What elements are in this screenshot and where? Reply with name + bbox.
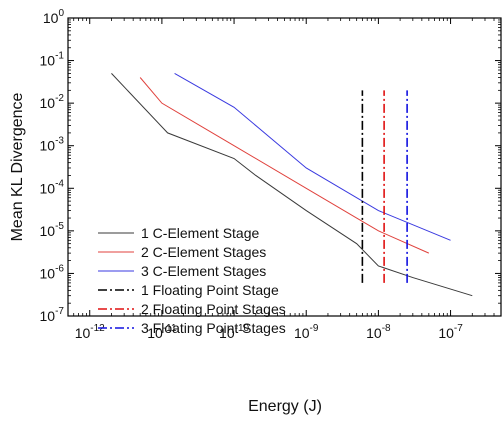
x-tick-exponent: -12 [90,323,105,334]
x-tick-exponent: -7 [454,323,463,334]
legend-label-6: 3 Floating Point Stages [141,320,286,336]
x-tick-exponent: -8 [382,323,391,334]
x-tick-exponent: -9 [310,323,319,334]
legend-label-4: 1 Floating Point Stage [141,282,279,298]
y-tick-base: 10 [40,95,56,111]
y-tick-base: 10 [40,308,56,324]
y-tick-base: 10 [40,180,56,196]
x-tick-base: 10 [219,325,235,341]
y-tick-base: 10 [40,265,56,281]
legend-label-5: 2 Floating Point Stages [141,301,286,317]
y-tick-exponent: -5 [55,221,64,232]
x-tick-base: 10 [438,325,454,341]
x-tick-label: 10-9 [294,323,319,341]
x-tick-exponent: -11 [163,323,177,334]
y-tick-label: 10-7 [40,306,65,324]
y-tick-exponent: -3 [55,136,64,147]
legend: 1 C-Element Stage 2 C-Element Stages 3 C-E… [98,225,286,336]
y-tick-label: 10-5 [40,221,65,239]
x-tick-base: 10 [75,325,91,341]
y-tick-base: 10 [43,10,59,26]
x-tick-label: 10-11 [147,323,177,341]
y-tick-base: 10 [40,53,56,69]
series-line-3 [174,72,451,241]
x-axis-title: Energy (J) [248,398,322,415]
y-tick-label: 10-4 [40,178,65,196]
y-tick-exponent: -7 [55,306,64,317]
x-tick-label: 10-8 [366,323,391,341]
legend-label-1: 1 C-Element Stage [141,225,259,241]
x-tick-base: 10 [294,325,310,341]
y-tick-exponent: -6 [55,263,64,274]
y-tick-label: 10-6 [40,263,65,281]
x-tick-exponent: -10 [235,323,250,334]
x-tick-base: 10 [147,325,163,341]
axis-layer: 10-12 10-11 10-10 10-9 10-8 10-710010-110-210… [40,8,502,341]
y-tick-exponent: -4 [55,178,64,189]
y-tick-label: 10-2 [40,93,65,111]
y-tick-exponent: 0 [58,8,64,19]
series-line-2 [139,77,430,254]
series-layer [111,72,473,297]
series-line-1 [111,73,473,297]
y-tick-label: 100 [43,8,65,26]
x-tick-base: 10 [366,325,382,341]
y-tick-label: 10-3 [40,136,65,154]
y-axis-title: Mean KL Divergence [9,92,26,241]
y-tick-exponent: -2 [55,93,64,104]
x-tick-label: 10-7 [438,323,463,341]
x-tick-label: 10-12 [75,323,105,341]
legend-label-3: 3 C-Element Stages [141,263,266,279]
legend-label-2: 2 C-Element Stages [141,244,266,260]
y-tick-base: 10 [40,223,56,239]
y-tick-label: 10-1 [40,51,65,69]
y-tick-exponent: -1 [55,51,64,62]
y-tick-base: 10 [40,138,56,154]
x-tick-label: 10-10 [219,323,249,341]
